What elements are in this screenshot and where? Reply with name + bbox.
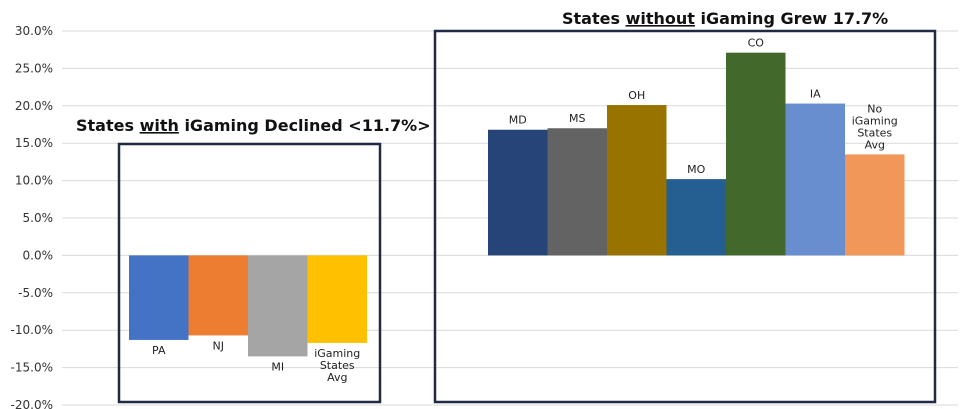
bar-co[interactable] [726, 52, 786, 256]
bar-label: No iGaming States Avg [852, 102, 898, 151]
bar-mo[interactable] [666, 179, 727, 256]
bar-label: MO [687, 163, 705, 176]
bar-oh[interactable] [607, 105, 667, 256]
bar-label: CO [748, 37, 765, 50]
bar-ms[interactable] [547, 128, 608, 256]
bar-igaming-states-avg[interactable] [307, 255, 368, 343]
bar-label: MS [569, 112, 585, 125]
bar-md[interactable] [488, 129, 548, 256]
bar-label: IA [810, 88, 821, 101]
group-title: States without iGaming Grew 17.7% [562, 9, 888, 28]
bar-label: NJ [213, 339, 224, 352]
bar-pa[interactable] [129, 255, 189, 340]
y-tick-label: 20.0% [15, 99, 53, 113]
group-title: States with iGaming Declined <11.7%> [76, 116, 431, 135]
y-tick-label: -15.0% [11, 361, 53, 375]
bar-nj[interactable] [188, 255, 249, 336]
bar-label: MI [271, 360, 284, 373]
bar-no-igaming-states-avg[interactable] [845, 154, 905, 256]
y-tick-label: 15.0% [15, 136, 53, 150]
y-tick-label: 10.0% [15, 174, 53, 188]
y-tick-label: 5.0% [23, 211, 54, 225]
y-tick-label: 25.0% [15, 61, 53, 75]
y-tick-label: -5.0% [18, 286, 53, 300]
bar-label: OH [628, 89, 645, 102]
y-tick-label: -10.0% [11, 323, 53, 337]
y-tick-label: 30.0% [15, 24, 53, 38]
group-box [433, 29, 937, 404]
bar-label: PA [152, 344, 166, 357]
bar-mi[interactable] [248, 255, 308, 357]
y-tick-label: -20.0% [11, 398, 53, 409]
bar-label: MD [509, 114, 527, 127]
y-tick-label: 0.0% [23, 248, 54, 262]
bar-ia[interactable] [785, 103, 846, 256]
group-box [117, 142, 382, 404]
bar-label: iGaming States Avg [314, 347, 360, 384]
